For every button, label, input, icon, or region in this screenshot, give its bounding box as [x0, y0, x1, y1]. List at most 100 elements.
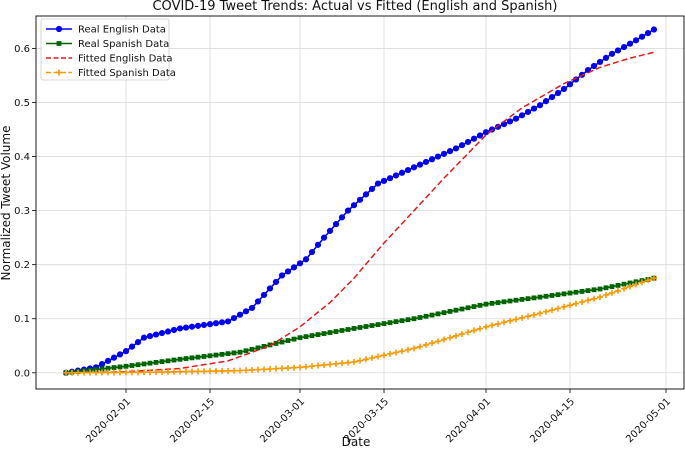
- data-point: [153, 359, 159, 365]
- data-point: [183, 356, 189, 361]
- data-point: [236, 311, 244, 318]
- data-point: [141, 369, 147, 376]
- data-point: [315, 332, 321, 337]
- data-point: [140, 334, 148, 341]
- data-point: [525, 313, 531, 320]
- data-point: [267, 365, 273, 372]
- data-point: [627, 283, 633, 290]
- data-point: [369, 354, 375, 361]
- data-point: [321, 361, 327, 368]
- data-point: [639, 279, 645, 286]
- data-point: [129, 363, 135, 368]
- data-point: [536, 102, 544, 109]
- data-point: [237, 367, 243, 374]
- data-point: [290, 264, 298, 271]
- data-point: [644, 30, 652, 37]
- data-point: [351, 358, 357, 365]
- data-point: [177, 356, 183, 362]
- data-point: [255, 345, 261, 351]
- data-point: [129, 369, 135, 376]
- data-point: [303, 363, 309, 370]
- data-point: [213, 368, 219, 375]
- data-point: [489, 322, 495, 329]
- data-point: [116, 351, 124, 358]
- data-point: [566, 81, 574, 88]
- data-point: [447, 334, 453, 341]
- data-point: [602, 54, 610, 61]
- data-point: [206, 321, 214, 328]
- data-point: [567, 290, 573, 296]
- data-point: [93, 367, 99, 372]
- series-fitted-spanish-data: [63, 275, 657, 376]
- data-point: [135, 369, 141, 376]
- data-point: [537, 294, 543, 300]
- data-point: [531, 311, 537, 318]
- data-point: [506, 118, 514, 125]
- data-point: [105, 365, 111, 371]
- data-point: [201, 368, 207, 375]
- data-point: [590, 62, 598, 70]
- data-point: [357, 357, 363, 364]
- data-point: [410, 164, 418, 171]
- data-point: [555, 292, 561, 298]
- data-point: [189, 368, 195, 375]
- legend-label: Real Spanish Data: [78, 39, 169, 50]
- data-point: [177, 368, 183, 375]
- x-tick-label: 2020-05-01: [624, 396, 673, 445]
- data-point: [363, 356, 369, 363]
- data-point: [99, 369, 105, 376]
- data-point: [362, 191, 370, 198]
- data-point: [513, 297, 519, 303]
- data-point: [273, 365, 279, 372]
- data-point: [483, 323, 489, 330]
- data-point: [164, 328, 172, 335]
- data-point: [278, 272, 286, 279]
- series-real-english-data: [62, 26, 658, 376]
- data-point: [417, 343, 423, 350]
- data-point: [291, 336, 297, 342]
- data-point: [519, 297, 525, 302]
- data-point: [231, 350, 237, 356]
- data-point: [392, 172, 400, 179]
- plot-frame: [35, 15, 685, 390]
- data-point: [435, 338, 441, 345]
- data-point: [104, 357, 112, 364]
- data-point: [225, 367, 231, 374]
- data-point: [291, 364, 297, 371]
- data-point: [224, 318, 232, 325]
- data-point: [471, 327, 477, 334]
- data-point: [219, 351, 225, 357]
- data-point: [266, 285, 274, 292]
- data-point: [585, 297, 591, 304]
- data-point: [333, 329, 339, 334]
- data-point: [543, 308, 549, 315]
- data-point: [338, 214, 346, 221]
- data-point: [596, 58, 604, 66]
- data-point: [231, 367, 237, 374]
- data-point: [117, 369, 123, 376]
- chart-title: COVID-19 Tweet Trends: Actual vs Fitted …: [152, 0, 557, 14]
- data-point: [327, 330, 333, 335]
- data-point: [542, 98, 550, 105]
- data-point: [248, 304, 256, 312]
- data-point: [135, 362, 141, 368]
- data-point: [308, 248, 316, 256]
- data-point: [98, 361, 106, 368]
- data-point: [356, 196, 364, 203]
- data-point: [422, 158, 430, 166]
- data-point: [69, 369, 75, 376]
- data-point: [512, 115, 520, 122]
- data-point: [171, 357, 177, 363]
- data-point: [530, 105, 538, 112]
- y-tick-label: 0.2: [14, 260, 30, 271]
- data-point: [429, 312, 435, 318]
- series-line-fitted-english-data: [65, 51, 655, 374]
- data-point: [440, 150, 448, 157]
- data-point: [230, 314, 238, 322]
- data-point: [279, 339, 285, 345]
- data-point: [555, 305, 561, 312]
- legend-label: Fitted English Data: [78, 54, 173, 65]
- data-point: [159, 359, 165, 365]
- legend-box: [40, 18, 170, 81]
- data-point: [633, 281, 639, 288]
